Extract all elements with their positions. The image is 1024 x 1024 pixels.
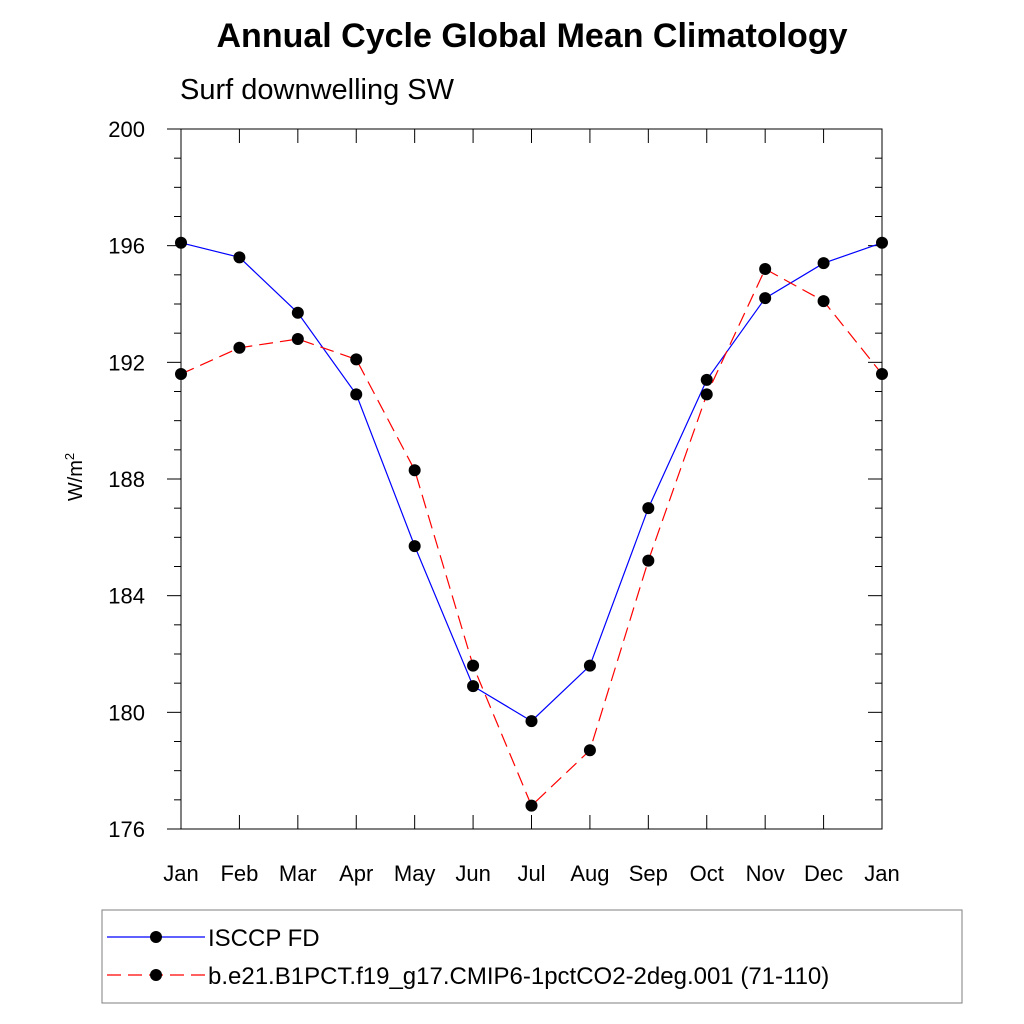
x-tick-label: Oct	[690, 861, 724, 886]
y-tick-label: 180	[108, 700, 145, 725]
y-tick-label: 196	[108, 234, 145, 259]
series-1-point	[175, 236, 187, 249]
x-tick-label: Mar	[279, 861, 317, 886]
series-1-point	[817, 257, 830, 270]
series-2-point	[759, 263, 772, 275]
x-tick-label: Apr	[339, 861, 373, 886]
series-1-point	[233, 251, 246, 264]
y-tick-label: 184	[108, 584, 145, 609]
x-tick-label: Jul	[517, 861, 545, 886]
series-2-point	[700, 388, 713, 401]
legend-label-2: b.e21.B1PCT.f19_g17.CMIP6-1pctCO2-2deg.0…	[208, 963, 829, 990]
series-2-point	[525, 799, 538, 812]
legend-marker-1	[150, 931, 162, 943]
series-1-point	[583, 659, 596, 672]
axis-ticks	[167, 128, 883, 830]
chart-subtitle: Surf downwelling SW	[180, 74, 455, 106]
legend: ISCCP FD b.e21.B1PCT.f19_g17.CMIP6-1pctCO…	[107, 925, 829, 990]
x-tick-label: Jan	[163, 861, 198, 886]
y-tick-label: 176	[108, 817, 145, 842]
x-tick-label: Aug	[570, 861, 609, 886]
x-tick-label: Dec	[804, 861, 843, 886]
series-1-point	[291, 306, 304, 319]
x-tick-label: Jan	[864, 861, 899, 886]
series-1-point	[700, 373, 713, 386]
y-axis-label-unit: W/m	[65, 460, 87, 501]
x-tick-label: Sep	[629, 861, 668, 886]
y-tick-label: 200	[108, 117, 145, 142]
x-tick-label: Nov	[746, 861, 785, 886]
series-2-point	[408, 464, 421, 477]
y-tick-label: 188	[108, 467, 145, 492]
series-1-point	[467, 680, 480, 693]
series-1-point	[759, 292, 772, 305]
legend-marker-2	[150, 969, 162, 981]
series-2-point	[817, 295, 830, 308]
series-2-point	[350, 353, 363, 366]
series-line-1	[180, 242, 883, 722]
series-2-point	[291, 333, 304, 345]
series-layer	[175, 236, 888, 812]
series-1-point	[525, 715, 538, 728]
series-1-point	[642, 502, 655, 515]
chart-title: Annual Cycle Global Mean Climatology	[217, 17, 848, 55]
y-tick-label: 192	[108, 350, 145, 375]
series-2-point	[175, 368, 187, 380]
x-tick-label: May	[394, 861, 436, 886]
series-1-point	[350, 388, 363, 401]
axis-tick-labels: Jan Feb Mar Apr May Jun Jul Aug Sep Oct Nov Dec Jan 1…	[108, 117, 899, 886]
series-1-point	[408, 540, 421, 553]
y-axis-label: W/m2	[62, 453, 87, 501]
legend-label-1: ISCCP FD	[208, 925, 320, 952]
series-2-point	[233, 341, 246, 354]
x-tick-label: Feb	[220, 861, 258, 886]
series-2-point	[583, 744, 596, 757]
series-2-point	[642, 554, 655, 567]
series-1-point	[876, 236, 888, 249]
series-2-point	[876, 368, 888, 380]
series-2-point	[467, 659, 480, 672]
legend-box	[101, 909, 963, 1004]
x-tick-label: Jun	[455, 861, 490, 886]
y-axis-label-superscript: 2	[62, 453, 77, 460]
